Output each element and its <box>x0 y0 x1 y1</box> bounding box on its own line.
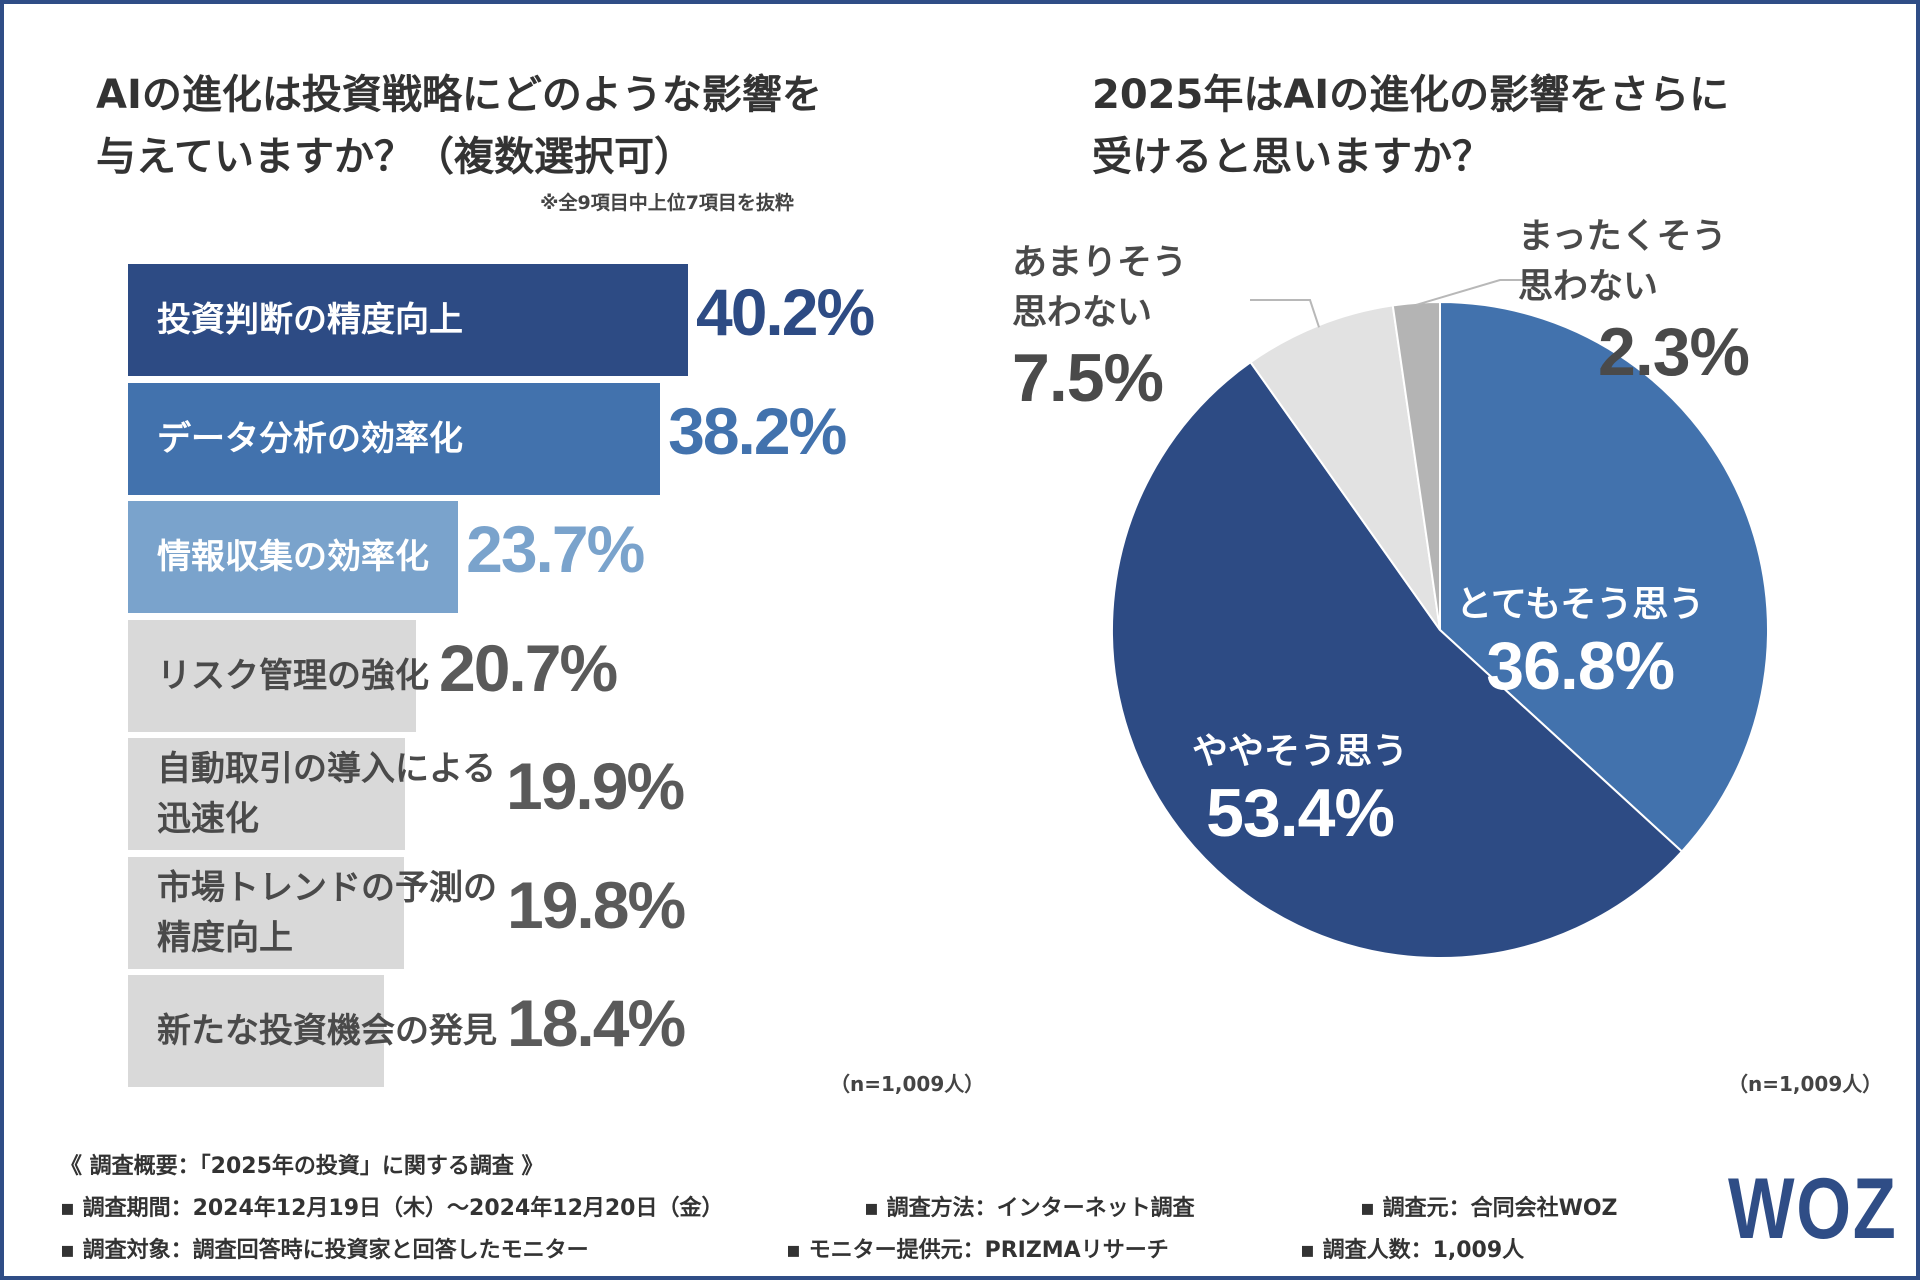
bar-chart-title-line2: 与えていますか？（複数選択可） <box>96 134 694 180</box>
pie-leader-line-not-at-all <box>1416 279 1540 306</box>
pie-slice-very-much-text: とてもそう思う <box>1456 584 1705 625</box>
bar-label-4: 自動取引の導入による 迅速化 <box>157 744 496 844</box>
bar-5 <box>128 856 404 969</box>
pie-slice-somewhat <box>1111 360 1684 960</box>
bar-label-2: 情報収集の効率化 <box>157 532 429 582</box>
footer-count: ▪ 調査人数：1,009人 <box>1300 1238 1525 1263</box>
pie-outer-label-not-at-all: まったくそう 思わない 2.3% <box>1518 212 1750 392</box>
pie-outer-not-at-all-value: 2.3% <box>1598 314 1750 390</box>
footer-method: ▪ 調査方法：インターネット調査 <box>864 1196 1195 1221</box>
pie-outer-label-not-much: あまりそう 思わない 7.5% <box>1012 238 1187 418</box>
bar-label-1: データ分析の効率化 <box>157 414 463 464</box>
pie-outer-not-at-all-line1: まったくそう <box>1518 217 1727 257</box>
bar-2 <box>128 501 459 613</box>
pie-leader-line-not-much <box>1250 299 1320 328</box>
pie-outer-not-much-line2: 思わない <box>1012 293 1153 333</box>
woz-logo: WOZ <box>1728 1161 1898 1257</box>
bar-label-line: 迅速化 <box>157 799 259 839</box>
bar-label-3: リスク管理の強化 <box>157 651 429 701</box>
bar-label-line: 自動取引の導入による <box>157 749 496 789</box>
footer-heading: 《 調査概要：「2025年の投資」に関する調査 》 <box>60 1154 544 1179</box>
bar-4 <box>128 738 406 850</box>
bar-chart-title: AIの進化は投資戦略にどのような影響を 与えていますか？（複数選択可） <box>96 64 916 188</box>
bar-value-4: 19.9% <box>505 749 685 823</box>
pie-slice-very-much <box>1439 300 1769 853</box>
pie-slice-not-at-all <box>1391 300 1441 631</box>
pie-chart-sample-size: （n=1,009人） <box>1728 1072 1883 1096</box>
bar-label-6: 新たな投資機会の発見 <box>157 1006 497 1056</box>
bar-label-0: 投資判断の精度向上 <box>157 295 463 345</box>
footer-source: ▪ 調査元：合同会社WOZ <box>1360 1196 1618 1221</box>
pie-chart-title: 2025年はAIの進化の影響をさらに 受けると思いますか？ <box>1092 64 1852 188</box>
pie-chart-title-line2: 受けると思いますか？ <box>1092 134 1492 180</box>
bar-6 <box>128 975 385 1087</box>
pie-slice-label-very-much: とてもそう思う 36.8% <box>1456 575 1704 705</box>
bar-label-line: 精度向上 <box>157 917 293 958</box>
bar-value-5: 19.8% <box>507 867 686 942</box>
pie-slice-somewhat-text: ややそう思う <box>1192 731 1409 772</box>
bar-label-line: 市場トレンドの予測の <box>157 867 497 908</box>
pie-outer-not-at-all-line2: 思わない <box>1518 267 1659 307</box>
bar-value-2: 23.7% <box>466 512 645 586</box>
bar-3 <box>128 619 417 732</box>
bar-chart-sample-size: （n=1,009人） <box>830 1072 985 1096</box>
footer-period: ▪ 調査期間：2024年12月19日（木）～2024年12月20日（金） <box>60 1196 724 1221</box>
bar-label-5: 市場トレンドの予測の 精度向上 <box>157 863 497 963</box>
bar-1 <box>128 382 661 495</box>
bar-chart: 投資判断の精度向上 40.2% データ分析の効率化 38.2% 情報収集の効率化 23.7… <box>0 0 960 1110</box>
pie-slice-somewhat-value: 53.4% <box>1206 775 1395 851</box>
pie-chart-title-line1: 2025年はAIの進化の影響をさらに <box>1092 72 1730 118</box>
pie-slice-label-somewhat: ややそう思う 53.4% <box>1192 722 1408 852</box>
bar-label-line: 情報収集の効率化 <box>157 537 429 577</box>
bar-value-6: 18.4% <box>507 986 686 1060</box>
pie-slice-very-much-value: 36.8% <box>1486 628 1675 704</box>
footer-target: ▪ 調査対象：調査回答時に投資家と回答したモニター <box>60 1238 589 1263</box>
footer-provider: ▪ モニター提供元：PRIZMAリサーチ <box>786 1238 1169 1263</box>
bar-label-line: リスク管理の強化 <box>157 655 429 696</box>
bar-label-line: 新たな投資機会の発見 <box>157 1011 497 1051</box>
pie-outer-not-much-value: 7.5% <box>1012 340 1164 416</box>
bar-0 <box>128 264 688 376</box>
bar-label-line: データ分析の効率化 <box>157 418 463 459</box>
bar-chart-title-line1: AIの進化は投資戦略にどのような影響を <box>96 72 822 118</box>
pie-chart <box>1111 279 1769 960</box>
pie-outer-not-much-line1: あまりそう <box>1012 243 1188 283</box>
bar-chart-note: ※全9項目中上位7項目を抜粋 <box>540 192 794 214</box>
bar-value-1: 38.2% <box>668 393 847 468</box>
bar-value-0: 40.2% <box>696 275 875 349</box>
bar-value-3: 20.7% <box>439 630 618 705</box>
bar-label-line: 投資判断の精度向上 <box>157 300 463 340</box>
